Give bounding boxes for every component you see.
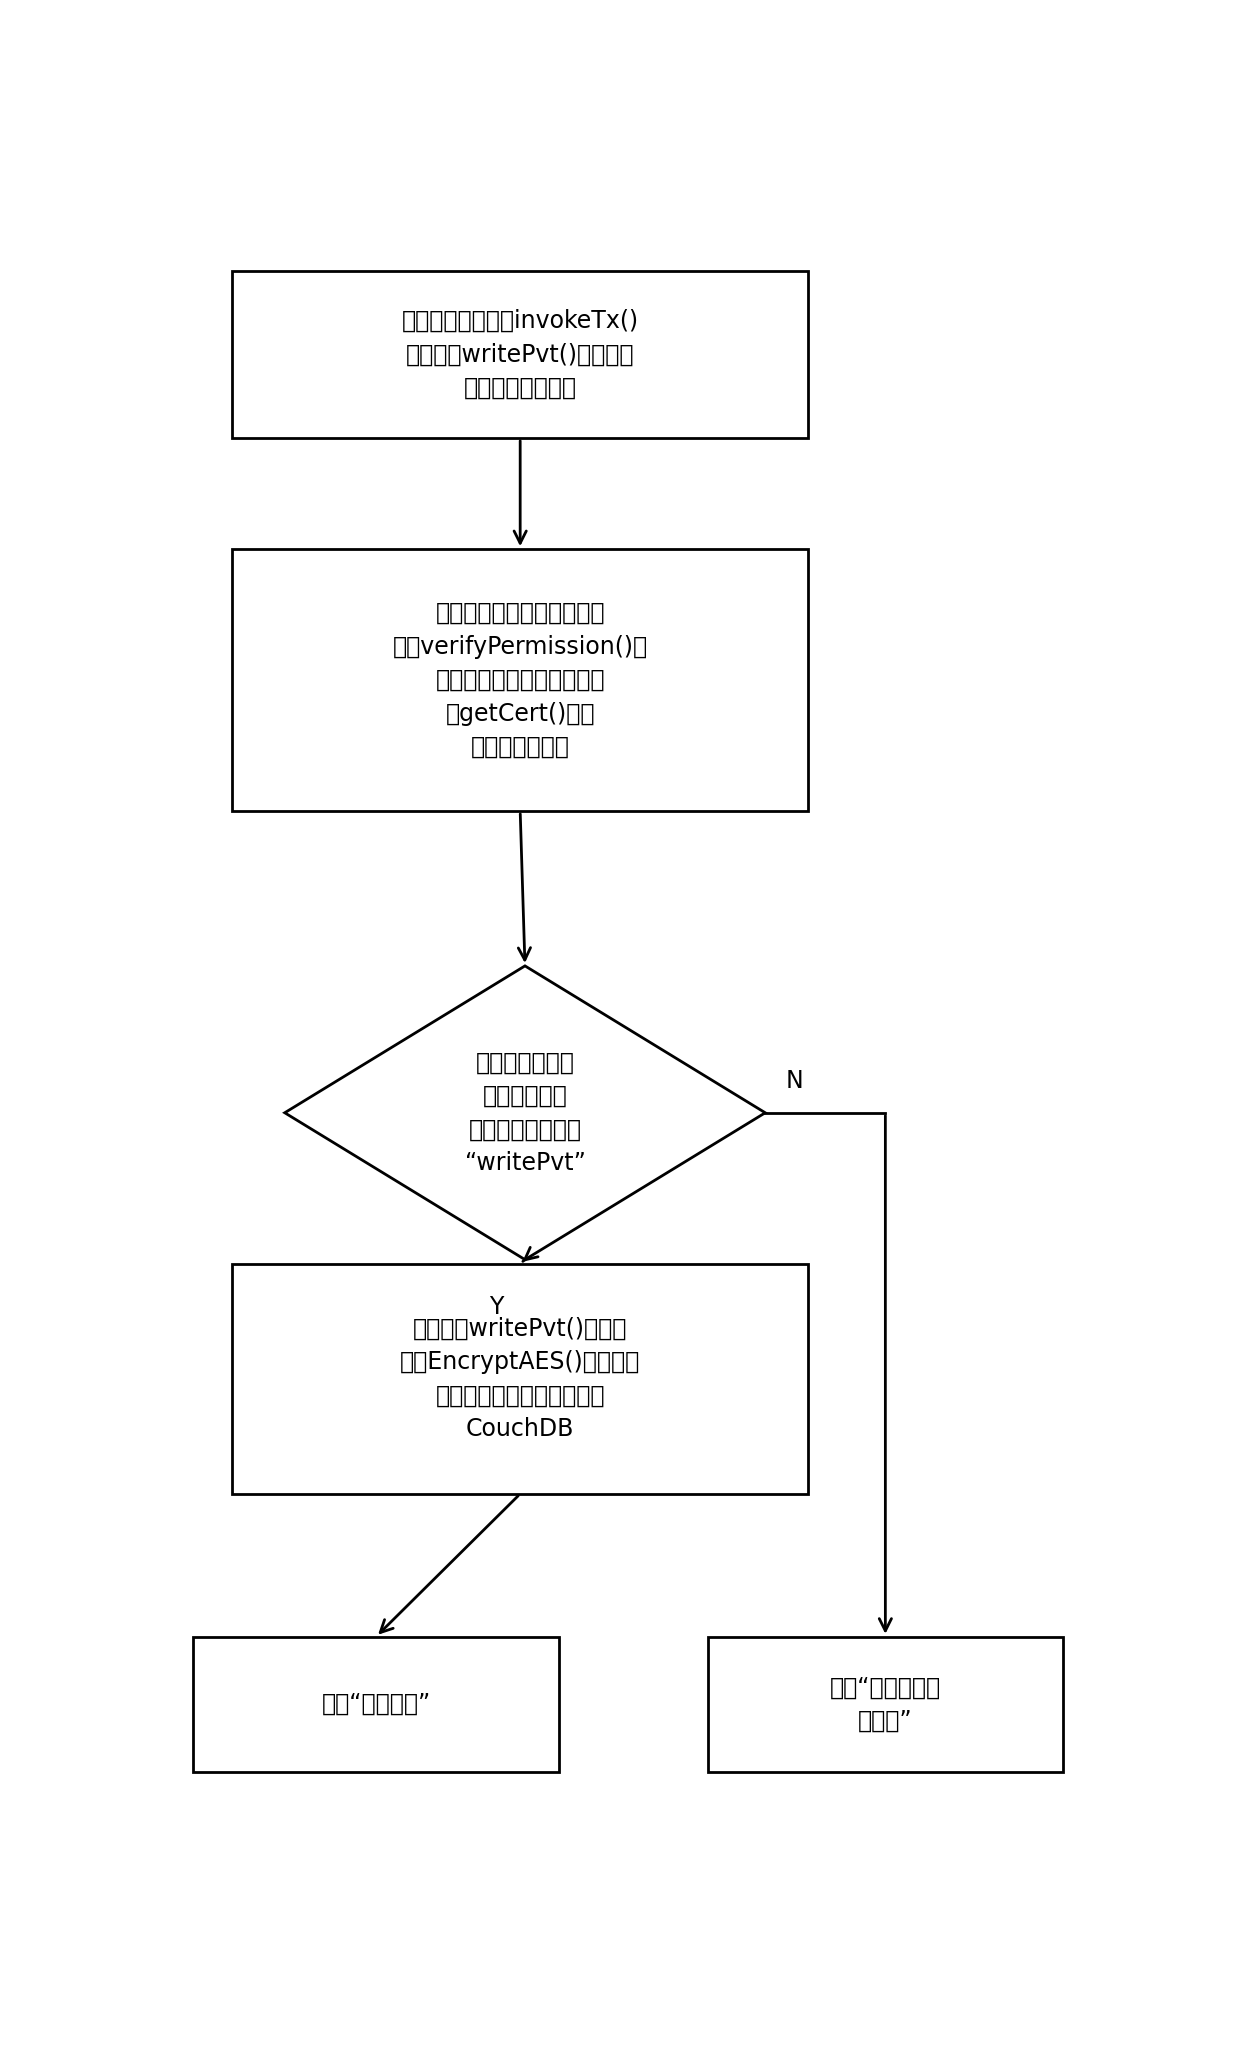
Text: 根据证书的角色
判断有效链码
函数集合是否包含
“writePvt”: 根据证书的角色 判断有效链码 函数集合是否包含 “writePvt”	[465, 1050, 585, 1175]
FancyBboxPatch shape	[708, 1637, 1063, 1771]
FancyBboxPatch shape	[232, 1264, 808, 1493]
Text: 智能合约模块接收请求后，
执行verifyPermission()，
获取链码权限矩阵，调用接
口getCert()获取
身份证书并解析: 智能合约模块接收请求后， 执行verifyPermission()， 获取链码权…	[393, 602, 647, 759]
FancyBboxPatch shape	[232, 548, 808, 810]
Text: 返回“链码函数调
用受限”: 返回“链码函数调 用受限”	[830, 1676, 941, 1732]
Text: Y: Y	[489, 1295, 503, 1320]
Text: N: N	[785, 1068, 804, 1093]
FancyBboxPatch shape	[232, 272, 808, 437]
Text: 执行函数writePvt()，调用
接口EncryptAES()加密隐私
数据，将加密后的数据存入
CouchDB: 执行函数writePvt()，调用 接口EncryptAES()加密隐私 数据，…	[401, 1316, 640, 1441]
FancyBboxPatch shape	[193, 1637, 558, 1771]
Text: 数据上传终端执行invokeTx()
调用函数writePvt()，向智能
合约模块提交请求: 数据上传终端执行invokeTx() 调用函数writePvt()，向智能 合约…	[402, 309, 639, 400]
Polygon shape	[285, 965, 765, 1260]
Text: 返回“上传成功”: 返回“上传成功”	[321, 1693, 430, 1716]
